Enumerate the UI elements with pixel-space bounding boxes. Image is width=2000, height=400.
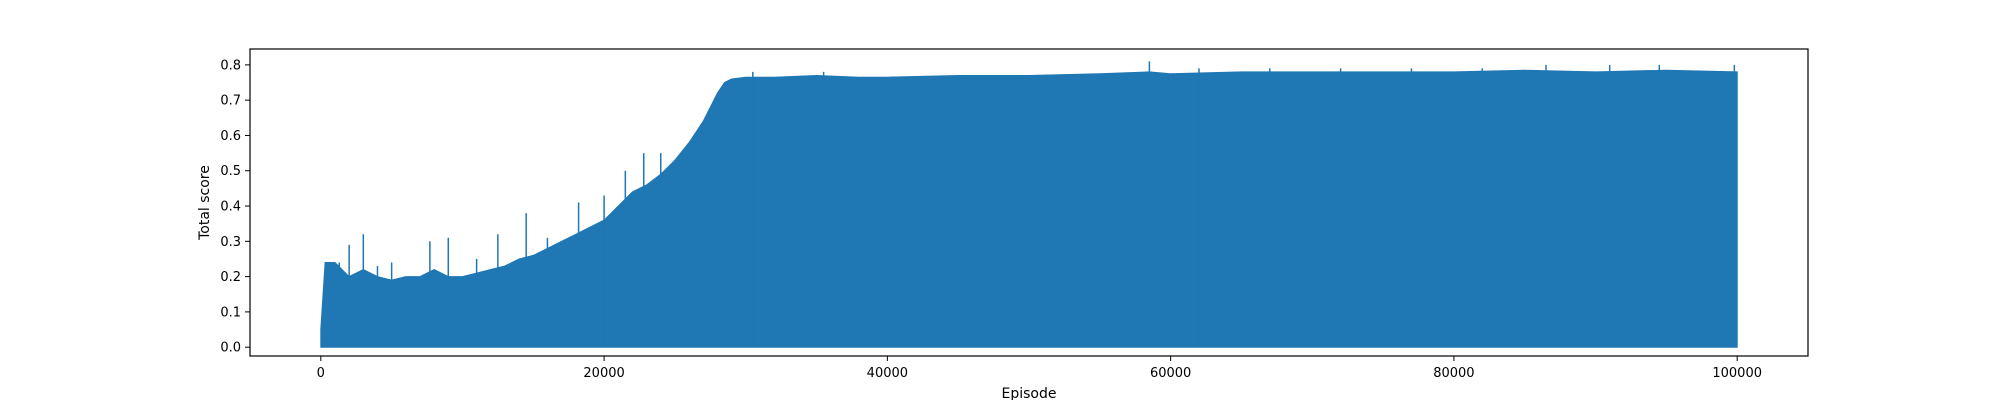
- y-axis-ticks: 0.0 0.1 0.2 0.3 0.4 0.5 0.6 0.7 0.8: [220, 58, 250, 356]
- y-tick-label: 0.5: [220, 164, 241, 179]
- axes-frame: [249, 48, 1809, 357]
- y-tick-label: 0.2: [220, 270, 241, 285]
- x-axis-ticks: 0 20000 40000 60000 80000 100000: [317, 356, 1762, 381]
- y-tick-label: 0.1: [220, 305, 241, 320]
- y-tick-label: 0.3: [220, 235, 241, 250]
- plot-area: [320, 61, 1738, 348]
- x-tick-label: 0: [317, 366, 325, 381]
- x-axis-label: Episode: [1002, 386, 1057, 400]
- x-tick-label: 40000: [867, 366, 908, 381]
- y-axis-label: Total score: [197, 165, 213, 241]
- y-tick-label: 0.8: [220, 58, 241, 73]
- x-tick-label: 20000: [583, 366, 624, 381]
- y-tick-label: 0.7: [220, 94, 241, 109]
- x-tick-label: 80000: [1433, 366, 1474, 381]
- y-tick-label: 0.0: [220, 341, 241, 356]
- y-tick-label: 0.6: [220, 129, 241, 144]
- y-tick-label: 0.4: [220, 200, 241, 215]
- x-tick-label: 100000: [1712, 366, 1762, 381]
- x-tick-label: 60000: [1150, 366, 1191, 381]
